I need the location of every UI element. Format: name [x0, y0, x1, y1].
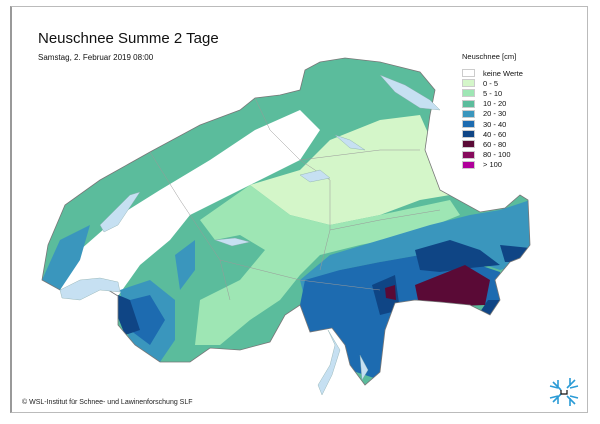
- lakes: [59, 74, 441, 396]
- zone-40-60: [115, 240, 530, 335]
- legend-item: 60 - 80: [462, 139, 523, 149]
- legend-label: keine Werte: [483, 68, 523, 78]
- legend-label: 0 - 5: [483, 78, 499, 88]
- lake-constance: [379, 74, 441, 111]
- slf-logo: [549, 378, 579, 406]
- legend-swatch: [462, 69, 475, 78]
- legend-swatch: [462, 120, 475, 129]
- legend-swatch: [462, 150, 475, 159]
- legend-swatch: [462, 79, 475, 88]
- zone-no-data: [60, 110, 320, 296]
- legend-item: 0 - 5: [462, 78, 523, 88]
- legend-item: 30 - 40: [462, 119, 523, 129]
- legend-item: 80 - 100: [462, 150, 523, 160]
- copyright: © WSL-Institut für Schnee- und Lawinenfo…: [22, 399, 193, 406]
- canton-borders: [149, 97, 441, 301]
- lake-thun: [214, 237, 251, 247]
- legend-item: 5 - 10: [462, 88, 523, 98]
- legend-label: 10 - 20: [483, 99, 507, 109]
- map-date: Samstag, 2. Februar 2019 08:00: [38, 53, 154, 62]
- legend-item: 10 - 20: [462, 99, 523, 109]
- legend-swatch: [462, 99, 475, 108]
- map-frame: [10, 6, 588, 413]
- lake-zurich: [334, 134, 366, 151]
- legend-item: 20 - 30: [462, 109, 523, 119]
- legend-label: 40 - 60: [483, 129, 507, 139]
- lake-neuchatel: [99, 191, 141, 233]
- lake-geneva: [59, 277, 121, 301]
- legend-item: > 100: [462, 160, 523, 170]
- legend-swatch: [462, 109, 475, 118]
- zone-30-40: [130, 255, 505, 380]
- zone-60-80: [385, 265, 490, 306]
- legend-label: 80 - 100: [483, 150, 511, 160]
- legend-title: Neuschnee [cm]: [462, 52, 517, 61]
- legend-swatch: [462, 130, 475, 139]
- lake-lucerne: [299, 169, 331, 183]
- zone-5-10: [195, 185, 460, 345]
- legend-label: 20 - 30: [483, 109, 507, 119]
- legend-label: 5 - 10: [483, 88, 503, 98]
- lake-maggiore: [317, 329, 341, 396]
- legend-item: 40 - 60: [462, 129, 523, 139]
- legend-label: > 100: [483, 160, 502, 170]
- map-title: Neuschnee Summe 2 Tage: [38, 30, 219, 47]
- legend-label: 60 - 80: [483, 139, 507, 149]
- legend-swatch: [462, 160, 475, 169]
- legend-swatch: [462, 89, 475, 98]
- zone-0-5: [250, 115, 450, 225]
- lake-como: [359, 354, 369, 381]
- legend-swatch: [462, 140, 475, 149]
- legend-label: 30 - 40: [483, 119, 507, 129]
- legend-item: keine Werte: [462, 68, 523, 78]
